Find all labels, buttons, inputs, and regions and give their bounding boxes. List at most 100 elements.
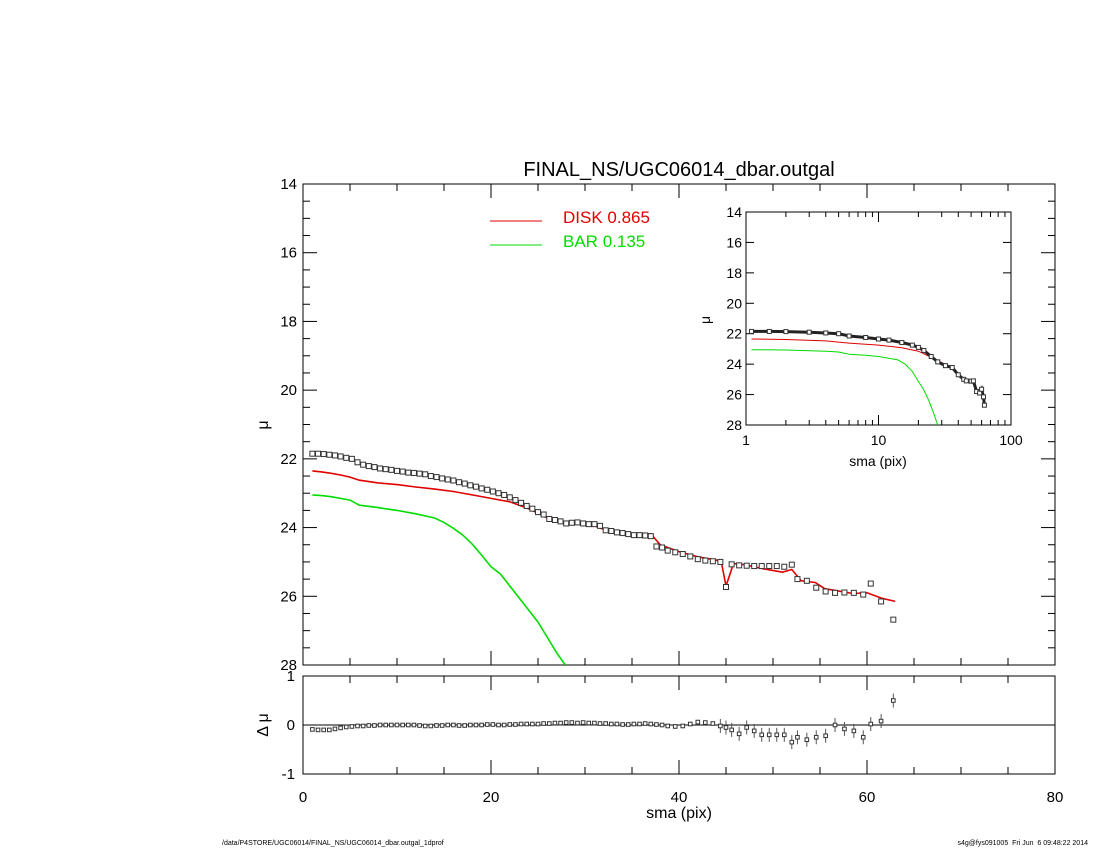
- residual-ytick-label: 0: [287, 717, 295, 734]
- main-data-point: [841, 589, 848, 596]
- inset-data-point: [863, 335, 869, 341]
- main-data-point: [647, 533, 654, 540]
- main-ytick-label: 18: [280, 313, 297, 330]
- residual-data-point: [405, 722, 411, 728]
- inset-data-point: [766, 328, 772, 334]
- main-data-point: [399, 468, 406, 475]
- inset-data-point: [935, 359, 941, 365]
- residual-data-point: [496, 722, 501, 728]
- residual-data-point: [580, 720, 586, 725]
- residual-data-point: [789, 739, 795, 745]
- main-data-point: [360, 461, 367, 468]
- residual-data-point: [891, 698, 896, 703]
- main-data-point: [608, 528, 615, 535]
- main-data-point: [523, 502, 530, 509]
- residual-data-point: [575, 720, 580, 726]
- main-data-point: [444, 476, 451, 483]
- residual-data-point: [445, 722, 451, 728]
- main-data-point: [331, 452, 338, 459]
- main-data-point: [659, 544, 666, 551]
- residual-data-point: [383, 722, 389, 728]
- main-data-point: [781, 563, 788, 570]
- main-data-point: [597, 522, 604, 529]
- inset-data-point: [783, 329, 789, 335]
- residual-data-point: [781, 732, 787, 738]
- residual-data-point: [648, 721, 654, 727]
- residual-data-point: [642, 721, 648, 726]
- main-data-point: [427, 473, 434, 480]
- inset-xtick-label: 10: [871, 432, 887, 448]
- main-data-point: [348, 455, 355, 462]
- inset-ytick-label: 16: [726, 234, 742, 250]
- main-data-point: [439, 475, 446, 482]
- residual-data-point: [473, 722, 479, 728]
- residual-data-point: [507, 722, 513, 727]
- main-data-point: [478, 485, 485, 492]
- residual-data-point: [654, 722, 659, 727]
- main-data-point: [619, 530, 626, 537]
- residual-data-point: [377, 722, 383, 728]
- residual-xtick-label: 20: [483, 789, 500, 806]
- residual-data-point: [586, 720, 592, 726]
- residual-data-point: [680, 723, 686, 729]
- residual-data-point: [592, 720, 597, 726]
- inset-xtick-label: 1: [742, 432, 750, 448]
- main-data-point: [591, 521, 598, 528]
- residual-data-point: [736, 731, 742, 737]
- residual-data-point: [842, 726, 847, 732]
- inset-ytick-label: 14: [726, 204, 742, 220]
- residual-data-point: [355, 723, 360, 729]
- main-data-point: [694, 556, 701, 563]
- residual-data-point: [620, 722, 625, 727]
- inset-data-point: [963, 378, 969, 384]
- main-ytick-label: 28: [280, 657, 297, 674]
- residual-data-point: [513, 722, 518, 727]
- main-panel: 14 16 18 20 22 24 26 28 μ: [255, 176, 1056, 674]
- main-data-point: [337, 453, 344, 460]
- inset-data-point: [846, 333, 852, 339]
- residual-data-point: [501, 722, 507, 728]
- main-data-point: [568, 519, 575, 526]
- main-data-point: [642, 532, 649, 539]
- main-data-point: [365, 463, 372, 470]
- residual-data-point: [703, 720, 708, 725]
- residual-ytick-label: -1: [282, 766, 295, 783]
- main-data-point: [585, 521, 592, 528]
- residual-data-point: [479, 722, 484, 728]
- residual-data-point: [389, 722, 394, 728]
- residual-data-point: [665, 723, 671, 729]
- residual-data-point: [860, 734, 866, 740]
- residual-data-point: [439, 723, 445, 728]
- residual-data-point: [832, 722, 838, 728]
- main-data-point: [794, 576, 801, 583]
- main-data-point: [751, 563, 758, 570]
- main-data-point: [563, 520, 570, 527]
- residual-ytick-label: 1: [287, 668, 295, 685]
- residual-data-point: [609, 721, 614, 727]
- inset-data-point: [836, 331, 842, 337]
- residual-data-point: [451, 722, 456, 728]
- residual-xtick-label: 60: [859, 789, 876, 806]
- residual-data-point: [462, 723, 467, 728]
- main-data-point: [326, 451, 333, 458]
- main-data-point: [309, 450, 316, 457]
- residual-data-point: [468, 722, 473, 728]
- main-ytick-label: 14: [280, 176, 297, 193]
- residual-data-point: [659, 722, 665, 728]
- residual-data-point: [823, 733, 828, 739]
- residual-data-point: [751, 728, 757, 734]
- residual-data-point: [349, 724, 355, 729]
- residual-data-point: [546, 721, 552, 726]
- residual-data-point: [366, 723, 372, 728]
- main-data-point: [613, 529, 620, 536]
- inset-ytick-label: 22: [726, 326, 742, 342]
- residual-data-point: [603, 721, 608, 726]
- main-data-point: [630, 532, 637, 539]
- residual-data-point: [518, 721, 524, 727]
- inset-data-point: [970, 378, 976, 384]
- residual-data-point: [637, 721, 642, 727]
- inset-data-point: [980, 394, 986, 400]
- main-data-point: [574, 519, 581, 526]
